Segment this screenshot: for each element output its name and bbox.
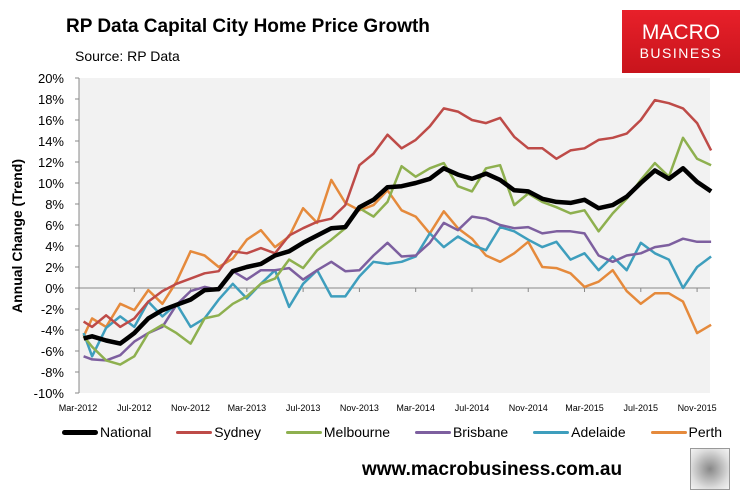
legend-item-perth: Perth <box>650 424 722 440</box>
legend-item-sydney: Sydney <box>176 424 261 440</box>
y-tick-label: 2% <box>45 260 64 275</box>
x-tick-label: Mar-2012 <box>59 403 98 413</box>
logo-line1: MACRO <box>641 21 721 44</box>
logo-line2: BUSINESS <box>639 45 723 61</box>
legend-label: National <box>100 424 152 440</box>
legend-swatch <box>414 430 451 434</box>
chart-source: Source: RP Data <box>75 48 180 64</box>
chart-title: RP Data Capital City Home Price Growth <box>66 16 430 37</box>
x-tick-label: Mar-2013 <box>228 403 267 413</box>
y-tick-label: -6% <box>41 344 65 359</box>
legend-swatch <box>533 430 570 434</box>
series-line-adelaide <box>82 225 712 358</box>
x-tick-label: Jul-2015 <box>624 403 659 413</box>
series-line-sydney <box>82 98 713 329</box>
y-tick-label: -10% <box>34 386 65 401</box>
x-tick-label: Nov-2012 <box>171 403 210 413</box>
x-tick-label: Nov-2014 <box>509 403 548 413</box>
y-tick-label: -2% <box>41 302 65 317</box>
x-tick-label: Nov-2013 <box>340 403 379 413</box>
legend-label: Brisbane <box>452 424 509 440</box>
y-tick-label: -8% <box>41 365 65 380</box>
y-tick-label: 10% <box>38 176 64 191</box>
x-tick-label: Jul-2013 <box>286 403 321 413</box>
legend-swatch <box>62 429 98 435</box>
legend-swatch <box>176 430 213 434</box>
line-chart: -10% -8% -6% -4% -2% 0% 2% 4% 6% 8% 10% 12% 14% 16% 18… <box>9 71 717 413</box>
y-tick-label: 8% <box>45 197 64 212</box>
legend-item-brisbane: Brisbane <box>414 424 509 440</box>
legend-item-adelaide: Adelaide <box>533 424 626 440</box>
y-tick-label: 20% <box>38 71 64 86</box>
legend-label: Adelaide <box>571 424 626 440</box>
chart-legend: National Sydney Melbourne Brisbane Adelaide P… <box>62 424 722 440</box>
legend-item-melbourne: Melbourne <box>285 424 391 440</box>
y-tick-label: 6% <box>45 218 64 233</box>
y-tick-label: 14% <box>38 134 64 149</box>
x-tick-label: Jul-2014 <box>455 403 490 413</box>
macrobusiness-logo: MACRO BUSINESS <box>622 10 740 73</box>
y-tick-label: 4% <box>45 239 64 254</box>
legend-label: Melbourne <box>323 424 391 440</box>
x-tick-label: Mar-2015 <box>565 403 604 413</box>
legend-label: Sydney <box>214 424 261 440</box>
series-line-national <box>83 166 713 346</box>
legend-label: Perth <box>688 424 722 440</box>
plot-area <box>79 78 710 393</box>
series-line-melbourne <box>82 136 712 366</box>
y-tick-label: 16% <box>38 113 64 128</box>
series-line-brisbane <box>83 215 712 362</box>
legend-swatch <box>285 430 322 434</box>
series-line-perth <box>82 178 712 337</box>
x-tick-label: Nov-2015 <box>678 403 717 413</box>
y-tick-label: 0% <box>45 281 64 296</box>
fox-mascot-icon <box>690 448 730 490</box>
y-tick-label: -4% <box>41 323 65 338</box>
x-tick-label: Mar-2014 <box>396 403 435 413</box>
legend-item-national: National <box>62 424 151 440</box>
x-tick-label: Jul-2012 <box>117 403 152 413</box>
website-url: www.macrobusiness.com.au <box>362 459 623 480</box>
y-tick-label: 12% <box>38 155 64 170</box>
y-axis-label: Annual Change (Trend) <box>9 159 25 313</box>
y-tick-label: 18% <box>38 92 64 107</box>
legend-swatch <box>650 430 687 434</box>
